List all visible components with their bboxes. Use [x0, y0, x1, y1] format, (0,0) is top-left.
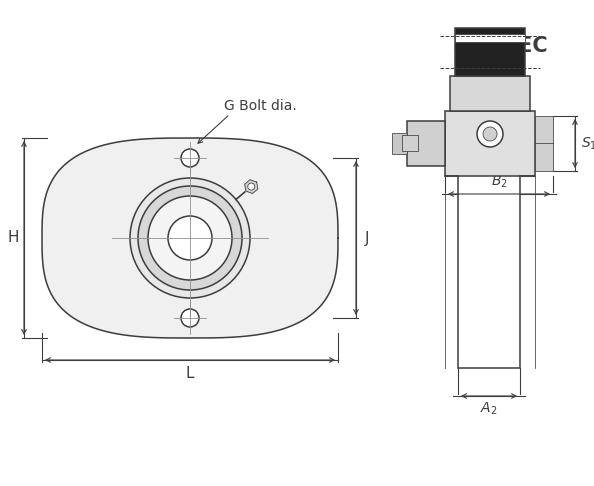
Circle shape	[181, 149, 199, 167]
Circle shape	[248, 183, 255, 190]
Circle shape	[181, 309, 199, 327]
Text: H: H	[7, 230, 19, 245]
Circle shape	[130, 178, 250, 298]
Polygon shape	[245, 180, 258, 193]
Circle shape	[477, 121, 503, 147]
Text: L: L	[186, 365, 194, 381]
Bar	[402, 136, 418, 152]
Circle shape	[148, 196, 232, 280]
Text: $A_2$: $A_2$	[481, 401, 498, 417]
Text: J: J	[365, 230, 369, 245]
Text: G Bolt dia.: G Bolt dia.	[223, 99, 296, 113]
Text: $S_1$: $S_1$	[581, 135, 594, 152]
Bar	[535, 116, 553, 171]
Bar	[450, 76, 530, 111]
Bar	[455, 28, 525, 76]
Text: $B_2$: $B_2$	[491, 174, 507, 190]
Text: LFTC-EC: LFTC-EC	[452, 36, 548, 56]
Circle shape	[168, 216, 212, 260]
Polygon shape	[42, 138, 338, 338]
Bar	[458, 111, 520, 368]
Bar	[392, 133, 407, 154]
Bar	[455, 34, 525, 42]
Circle shape	[483, 127, 497, 141]
Bar	[407, 121, 445, 166]
Circle shape	[138, 186, 242, 290]
Bar	[445, 111, 535, 176]
